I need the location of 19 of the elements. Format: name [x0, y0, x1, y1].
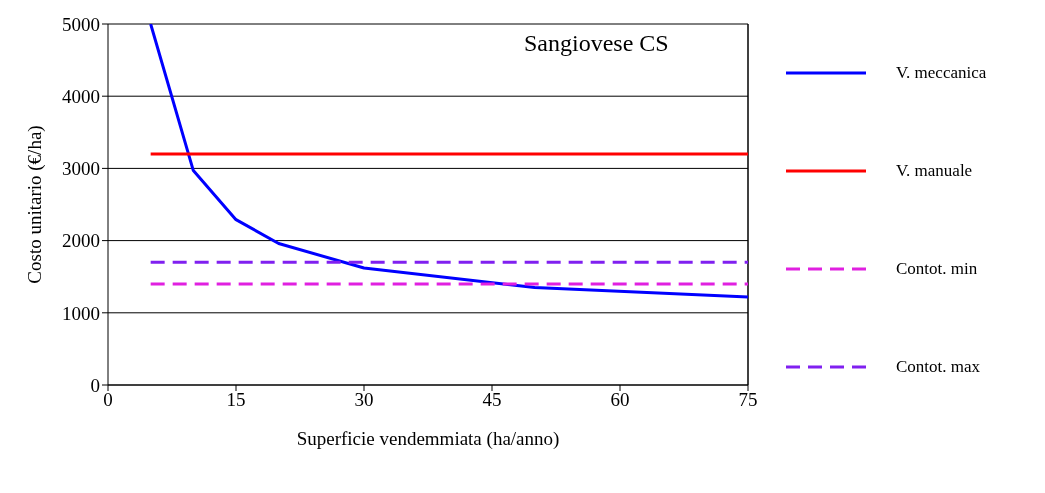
y-tick-label: 0: [90, 374, 100, 396]
y-axis-title: Costo unitario (€/ha): [23, 125, 46, 284]
legend-label: Contot. max: [896, 357, 981, 377]
y-tick-label: 3000: [62, 158, 100, 180]
x-tick-label: 45: [482, 389, 502, 411]
legend-label: V. meccanica: [896, 63, 987, 83]
legend-label: V. manuale: [896, 161, 973, 181]
x-tick-label: 60: [610, 389, 630, 411]
y-tick-label: 5000: [62, 13, 100, 35]
y-tick-label: 4000: [62, 85, 100, 107]
y-tick-label: 2000: [62, 230, 100, 252]
chart-title: Sangiovese CS: [524, 30, 669, 57]
x-tick-label: 30: [354, 389, 374, 411]
x-tick-label: 75: [738, 389, 758, 411]
x-axis-title: Superficie vendemmiata (ha/anno): [296, 428, 560, 450]
x-tick-label: 15: [226, 389, 246, 411]
legend-label: Contot. min: [896, 259, 978, 279]
line-series: [149, 24, 748, 299]
y-tick-label: 1000: [62, 302, 100, 324]
